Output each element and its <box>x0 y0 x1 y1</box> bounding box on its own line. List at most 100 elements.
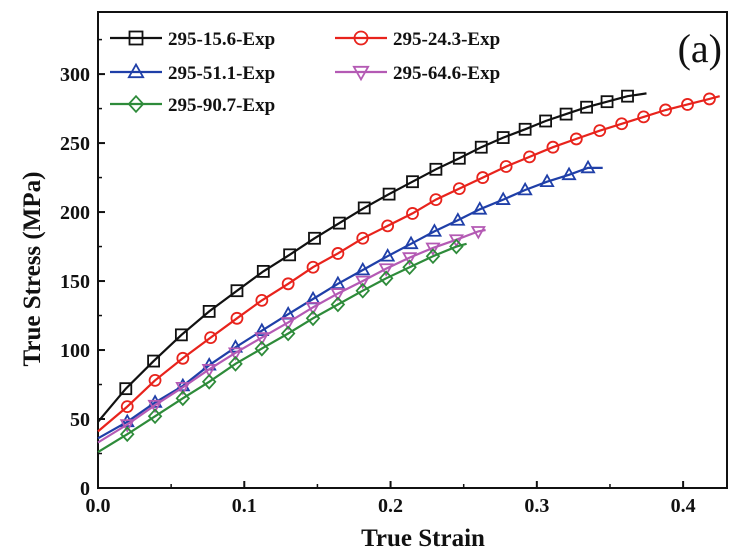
data-point <box>120 400 134 413</box>
data-point <box>119 382 133 396</box>
y-tick-label: 200 <box>60 202 90 224</box>
data-point <box>382 187 396 201</box>
legend: 295-15.6-Exp 295-24.3-Exp 295-51.1-Exp 295-… <box>110 29 500 116</box>
series-295-90.7-Exp <box>97 238 467 454</box>
x-axis-title: True Strain <box>361 525 485 552</box>
data-point <box>539 173 555 188</box>
legend-item-295-24.3-Exp: 295-24.3-Exp <box>335 29 500 50</box>
data-point <box>381 219 395 233</box>
data-point <box>378 270 394 287</box>
data-point <box>495 191 511 205</box>
data-point <box>621 89 634 103</box>
legend-label: 295-51.1-Exp <box>168 63 275 84</box>
data-point <box>546 140 560 154</box>
series-line <box>97 228 486 444</box>
data-point <box>452 182 466 196</box>
y-tick-label: 50 <box>70 409 90 431</box>
y-tick-label: 100 <box>60 340 90 362</box>
data-point <box>332 216 346 230</box>
data-point <box>472 201 488 215</box>
y-tick-label: 150 <box>60 271 90 293</box>
legend-marker <box>127 62 145 79</box>
data-point <box>202 304 216 318</box>
data-point <box>331 247 345 260</box>
series-295-24.3-Exp <box>97 92 720 433</box>
y-tick-label: 250 <box>60 133 90 155</box>
data-point <box>227 347 244 361</box>
data-point <box>175 381 191 396</box>
plot-border <box>97 11 728 489</box>
data-point <box>637 110 651 124</box>
data-point <box>518 122 532 136</box>
legend-label: 295-15.6-Exp <box>168 29 275 50</box>
data-point <box>474 140 488 154</box>
x-tick-label: 0.1 <box>232 495 257 517</box>
data-point <box>452 151 466 165</box>
data-point <box>615 117 629 131</box>
data-point <box>401 252 418 266</box>
data-point <box>174 328 188 342</box>
x-tick-label: 0.2 <box>378 495 403 517</box>
legend-label: 295-64.6-Exp <box>393 63 500 84</box>
data-point <box>201 373 217 390</box>
data-point <box>449 238 464 255</box>
data-point <box>378 263 394 277</box>
data-point <box>681 98 694 111</box>
legend-marker <box>353 30 369 46</box>
data-point <box>406 175 419 189</box>
series-295-51.1-Exp <box>97 159 603 440</box>
data-point <box>357 201 371 215</box>
y-tick-label: 0 <box>80 478 90 500</box>
data-point <box>305 310 321 327</box>
series-295-15.6-Exp <box>97 89 647 423</box>
panel-label: (a) <box>678 26 722 71</box>
data-point <box>254 322 270 337</box>
data-point <box>204 331 218 345</box>
data-point <box>448 234 464 248</box>
data-point <box>254 332 270 346</box>
legend-item-295-64.6-Exp: 295-64.6-Exp <box>335 63 500 84</box>
data-point <box>201 364 217 378</box>
legend-label: 295-24.3-Exp <box>393 29 500 50</box>
data-point <box>280 325 296 342</box>
data-point <box>429 162 443 176</box>
data-point <box>496 131 510 144</box>
data-point <box>308 231 321 245</box>
data-point <box>593 124 607 138</box>
data-point <box>281 277 295 291</box>
data-point <box>330 288 346 302</box>
data-point <box>147 354 160 368</box>
data-point <box>255 293 269 307</box>
data-point <box>119 419 135 433</box>
data-point <box>148 373 162 387</box>
series-line <box>97 95 720 433</box>
data-point <box>425 242 441 257</box>
data-point <box>256 264 270 278</box>
data-point <box>380 248 396 262</box>
data-point <box>569 132 583 146</box>
series-295-64.6-Exp <box>97 226 486 444</box>
data-point <box>450 212 466 226</box>
data-point <box>283 248 297 262</box>
data-point <box>406 207 419 220</box>
data-point <box>280 317 296 331</box>
x-tick-label: 0.0 <box>86 495 111 517</box>
data-point <box>176 351 190 365</box>
data-point <box>659 103 672 117</box>
x-tick-label: 0.4 <box>671 495 696 517</box>
data-point <box>476 171 490 184</box>
data-point <box>305 301 321 316</box>
legend-label: 295-90.7-Exp <box>168 95 275 116</box>
data-point <box>561 166 577 181</box>
data-point <box>703 92 716 106</box>
series-line <box>97 242 467 454</box>
legend-item-295-51.1-Exp: 295-51.1-Exp <box>110 62 275 84</box>
data-point <box>499 160 513 173</box>
data-point <box>402 259 417 276</box>
data-point <box>119 426 135 443</box>
data-point <box>147 408 163 425</box>
axes-layer: 0.0 0.1 0.2 0.3 0.4 0 50 100 150 200 250 300 <box>60 38 696 517</box>
data-point <box>523 150 536 164</box>
data-point <box>600 95 614 109</box>
